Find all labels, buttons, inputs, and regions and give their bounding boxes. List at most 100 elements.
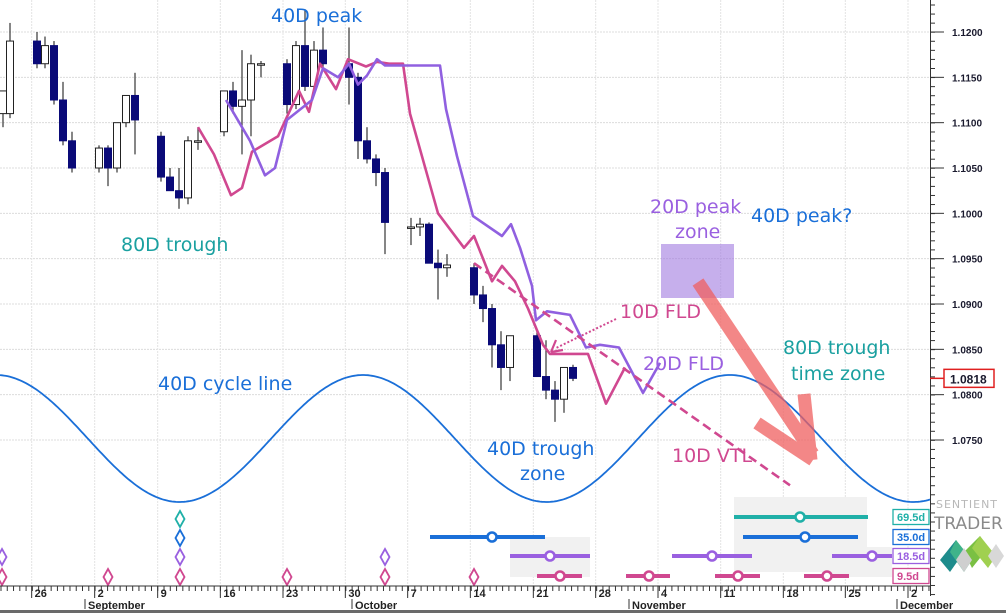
candle-body-down [425, 223, 433, 264]
candle-body-down [372, 158, 380, 174]
candle-body-up [6, 40, 14, 115]
candle [434, 249, 442, 300]
price-axis[interactable]: 1.1200 1.1150 1.1100 1.1050 1.1000 1.0950 1.09… [930, 4, 995, 596]
candle-body-down [488, 308, 496, 346]
badge-box [892, 547, 930, 565]
candle [560, 366, 568, 413]
candle-body-down [131, 94, 139, 121]
candle [488, 304, 496, 368]
x-tick-label: 21 [536, 588, 548, 600]
candle [425, 222, 433, 264]
fld-pointer-arrow [549, 318, 617, 354]
candle-body-down [533, 335, 541, 378]
x-tick-label: 25 [848, 588, 860, 600]
sentient-trader-logo: SENTIENT TRADER [933, 498, 1004, 572]
diamond-marker-icon [174, 528, 186, 548]
candle [372, 154, 380, 187]
candle [229, 81, 237, 114]
candle-body-down [470, 267, 478, 296]
candle [104, 145, 112, 187]
candle [95, 145, 103, 173]
diamond-marker-icon [379, 567, 391, 587]
annotation-label: 40D peak? [751, 205, 852, 227]
month-label: December [900, 600, 954, 612]
candle [68, 131, 76, 173]
band-badge[interactable]: 69.5d [892, 508, 930, 526]
band-badge[interactable]: 18.5d [892, 547, 930, 565]
candle [194, 127, 202, 150]
annotation-label: 40D trough [487, 438, 594, 460]
candle-body-down [33, 40, 41, 65]
cycle-band-18.5d: 18.5d [510, 547, 930, 565]
candle-body-up [184, 140, 192, 199]
arrow-head-left [753, 417, 817, 466]
candle [41, 36, 49, 69]
last-price-badge [943, 368, 995, 389]
candle-body-up [416, 223, 424, 228]
band-center-marker [732, 570, 744, 582]
annotation-label: time zone [791, 363, 885, 385]
x-tick-label: 2 [98, 588, 104, 600]
logo-mark-icon [940, 536, 1004, 572]
candle-body-down [166, 176, 174, 192]
diamond-marker-icon [281, 567, 293, 587]
candle-body-down [50, 45, 58, 101]
band-center-marker [486, 531, 498, 543]
y-tick-label: 1.1200 [952, 28, 983, 39]
cycle-band-69.5d: 69.5d [734, 508, 930, 526]
arrow-head-right [797, 393, 818, 461]
x-tick-label: 9 [161, 588, 167, 600]
cycle-bands: 69.5d 35.0d 18.5d 9.5d [430, 508, 930, 585]
diamond-marker-icon [468, 567, 480, 587]
annotation-label: 40D peak [271, 5, 362, 27]
candle [184, 136, 192, 205]
cycle-diamond-markers [0, 509, 480, 587]
candle [407, 217, 415, 246]
x-tick-label: 14 [473, 588, 486, 600]
candle-body-down [175, 190, 183, 199]
candle-body-down [354, 76, 362, 142]
candle-body-up [292, 45, 300, 106]
band-shade [832, 547, 892, 577]
x-tick-label: 26 [35, 588, 47, 600]
diamond-marker-icon [174, 567, 186, 587]
band-badge[interactable]: 35.0d [892, 528, 930, 546]
candle [220, 90, 228, 137]
candle-body-down [569, 366, 577, 379]
x-tick-label: 28 [599, 588, 611, 600]
logo-line2: TRADER [933, 514, 1003, 534]
cycle-band-35.0d: 35.0d [430, 528, 930, 546]
candle-body-up [506, 335, 514, 368]
annotation-label: 20D FLD [643, 353, 724, 375]
candle [443, 254, 451, 277]
forecast-arrow [692, 278, 819, 466]
candle-body-up [95, 147, 103, 169]
annotation-label: zone [520, 463, 565, 485]
y-tick-label: 1.0850 [952, 345, 983, 356]
fld-lines [196, 57, 662, 405]
annotation-label: 10D VTL [672, 445, 752, 467]
diamond-marker-icon [174, 547, 186, 567]
candle-body-up [443, 264, 451, 269]
candle-body-down [381, 172, 389, 223]
pointer-head-icon [549, 339, 564, 354]
candle [33, 32, 41, 69]
candle [131, 72, 139, 155]
candle-body-up [41, 45, 49, 65]
band-center-marker [554, 570, 566, 582]
x-tick-label: 11 [724, 588, 736, 600]
candle [166, 168, 174, 192]
candle-body-up [113, 122, 121, 169]
badge-box [892, 528, 930, 546]
y-tick-label: 1.0800 [952, 391, 983, 402]
candle [301, 9, 309, 91]
band-badge[interactable]: 9.5d [892, 567, 930, 585]
candle-body-down [283, 63, 291, 106]
y-tick-label: 1.0900 [952, 300, 983, 311]
candle [59, 81, 67, 146]
10d-vtl-line [473, 262, 791, 487]
x-tick-label: 30 [348, 588, 360, 600]
arrow-shaft [692, 278, 819, 458]
